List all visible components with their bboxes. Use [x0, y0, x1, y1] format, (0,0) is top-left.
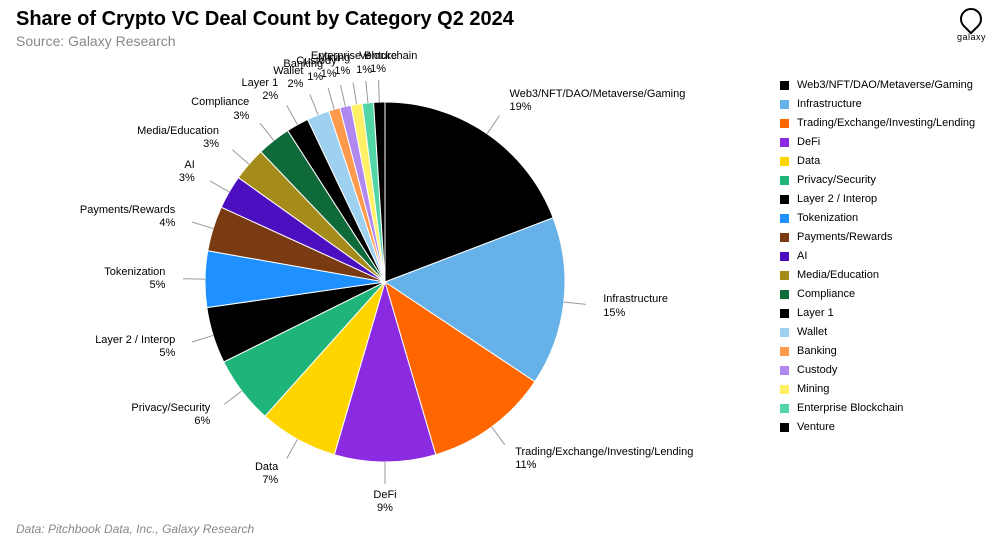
legend-swatch	[780, 233, 789, 242]
legend-item: Media/Education	[780, 270, 990, 281]
leader-line	[260, 123, 274, 140]
legend-item: Layer 1	[780, 308, 990, 319]
slice-label: AI3%	[179, 159, 195, 185]
legend-swatch	[780, 100, 789, 109]
legend-item: Trading/Exchange/Investing/Lending	[780, 118, 990, 129]
legend-swatch	[780, 214, 789, 223]
legend-label: AI	[797, 251, 807, 262]
leader-line	[310, 94, 318, 114]
leader-line	[564, 302, 586, 304]
leader-line	[340, 85, 345, 106]
legend-swatch	[780, 81, 789, 90]
legend-label: Web3/NFT/DAO/Metaverse/Gaming	[797, 80, 973, 91]
legend-swatch	[780, 157, 789, 166]
leader-line	[232, 150, 249, 164]
brand-logo: galaxy	[957, 8, 986, 42]
leader-line	[224, 391, 242, 404]
legend-item: AI	[780, 251, 990, 262]
legend-item: Privacy/Security	[780, 175, 990, 186]
legend-item: Wallet	[780, 327, 990, 338]
legend-label: Custody	[797, 365, 837, 376]
legend-label: Infrastructure	[797, 99, 862, 110]
leader-line	[287, 105, 298, 124]
legend-label: Venture	[797, 422, 835, 433]
legend-swatch	[780, 119, 789, 128]
header: Share of Crypto VC Deal Count by Categor…	[16, 8, 514, 49]
leader-line	[353, 83, 356, 105]
legend-label: Tokenization	[797, 213, 858, 224]
slice-label: Venture1%	[359, 49, 397, 75]
legend-label: Trading/Exchange/Investing/Lending	[797, 118, 975, 129]
slice-label: Layer 2 / Interop5%	[95, 334, 175, 360]
legend-label: Enterprise Blockchain	[797, 403, 903, 414]
legend-swatch	[780, 366, 789, 375]
legend-item: Web3/NFT/DAO/Metaverse/Gaming	[780, 80, 990, 91]
legend-swatch	[780, 271, 789, 280]
data-source-footer: Data: Pitchbook Data, Inc., Galaxy Resea…	[16, 522, 254, 536]
legend-label: Privacy/Security	[797, 175, 876, 186]
legend-item: Payments/Rewards	[780, 232, 990, 243]
legend-label: Wallet	[797, 327, 827, 338]
slice-label: Web3/NFT/DAO/Metaverse/Gaming19%	[510, 88, 686, 114]
legend-label: Data	[797, 156, 820, 167]
legend-item: DeFi	[780, 137, 990, 148]
legend-swatch	[780, 309, 789, 318]
slice-label: Data7%	[255, 461, 278, 487]
slice-label: Infrastructure15%	[603, 293, 668, 319]
legend-label: Layer 1	[797, 308, 834, 319]
legend: Web3/NFT/DAO/Metaverse/Gaming Infrastruct…	[780, 80, 990, 441]
legend-item: Custody	[780, 365, 990, 376]
legend-item: Mining	[780, 384, 990, 395]
leader-line	[192, 222, 213, 229]
legend-label: Payments/Rewards	[797, 232, 892, 243]
legend-swatch	[780, 347, 789, 356]
legend-swatch	[780, 138, 789, 147]
legend-swatch	[780, 423, 789, 432]
leader-line	[192, 335, 213, 342]
leader-line	[210, 181, 229, 192]
legend-swatch	[780, 252, 789, 261]
legend-swatch	[780, 195, 789, 204]
slice-label: Payments/Rewards4%	[80, 204, 175, 230]
leader-line	[287, 439, 298, 458]
legend-swatch	[780, 328, 789, 337]
legend-item: Infrastructure	[780, 99, 990, 110]
leader-line	[492, 427, 505, 445]
legend-label: Mining	[797, 384, 829, 395]
legend-label: DeFi	[797, 137, 820, 148]
galaxy-icon	[956, 3, 987, 34]
legend-label: Media/Education	[797, 270, 879, 281]
slice-label: Tokenization5%	[104, 265, 165, 291]
slice-label: DeFi9%	[373, 488, 396, 514]
leader-line	[487, 116, 499, 134]
slice-label: Privacy/Security6%	[131, 402, 210, 428]
chart-title: Share of Crypto VC Deal Count by Categor…	[16, 8, 514, 31]
slice-label: Media/Education3%	[137, 125, 219, 151]
legend-item: Data	[780, 156, 990, 167]
legend-swatch	[780, 404, 789, 413]
legend-item: Tokenization	[780, 213, 990, 224]
legend-label: Banking	[797, 346, 837, 357]
legend-label: Compliance	[797, 289, 855, 300]
legend-swatch	[780, 176, 789, 185]
legend-item: Compliance	[780, 289, 990, 300]
leader-line	[379, 80, 380, 102]
legend-swatch	[780, 290, 789, 299]
slice-label: Trading/Exchange/Investing/Lending11%	[515, 446, 693, 472]
legend-label: Layer 2 / Interop	[797, 194, 877, 205]
legend-item: Enterprise Blockchain	[780, 403, 990, 414]
legend-item: Banking	[780, 346, 990, 357]
leader-line	[366, 81, 368, 103]
legend-swatch	[780, 385, 789, 394]
legend-item: Venture	[780, 422, 990, 433]
legend-item: Layer 2 / Interop	[780, 194, 990, 205]
leader-line	[328, 88, 334, 109]
